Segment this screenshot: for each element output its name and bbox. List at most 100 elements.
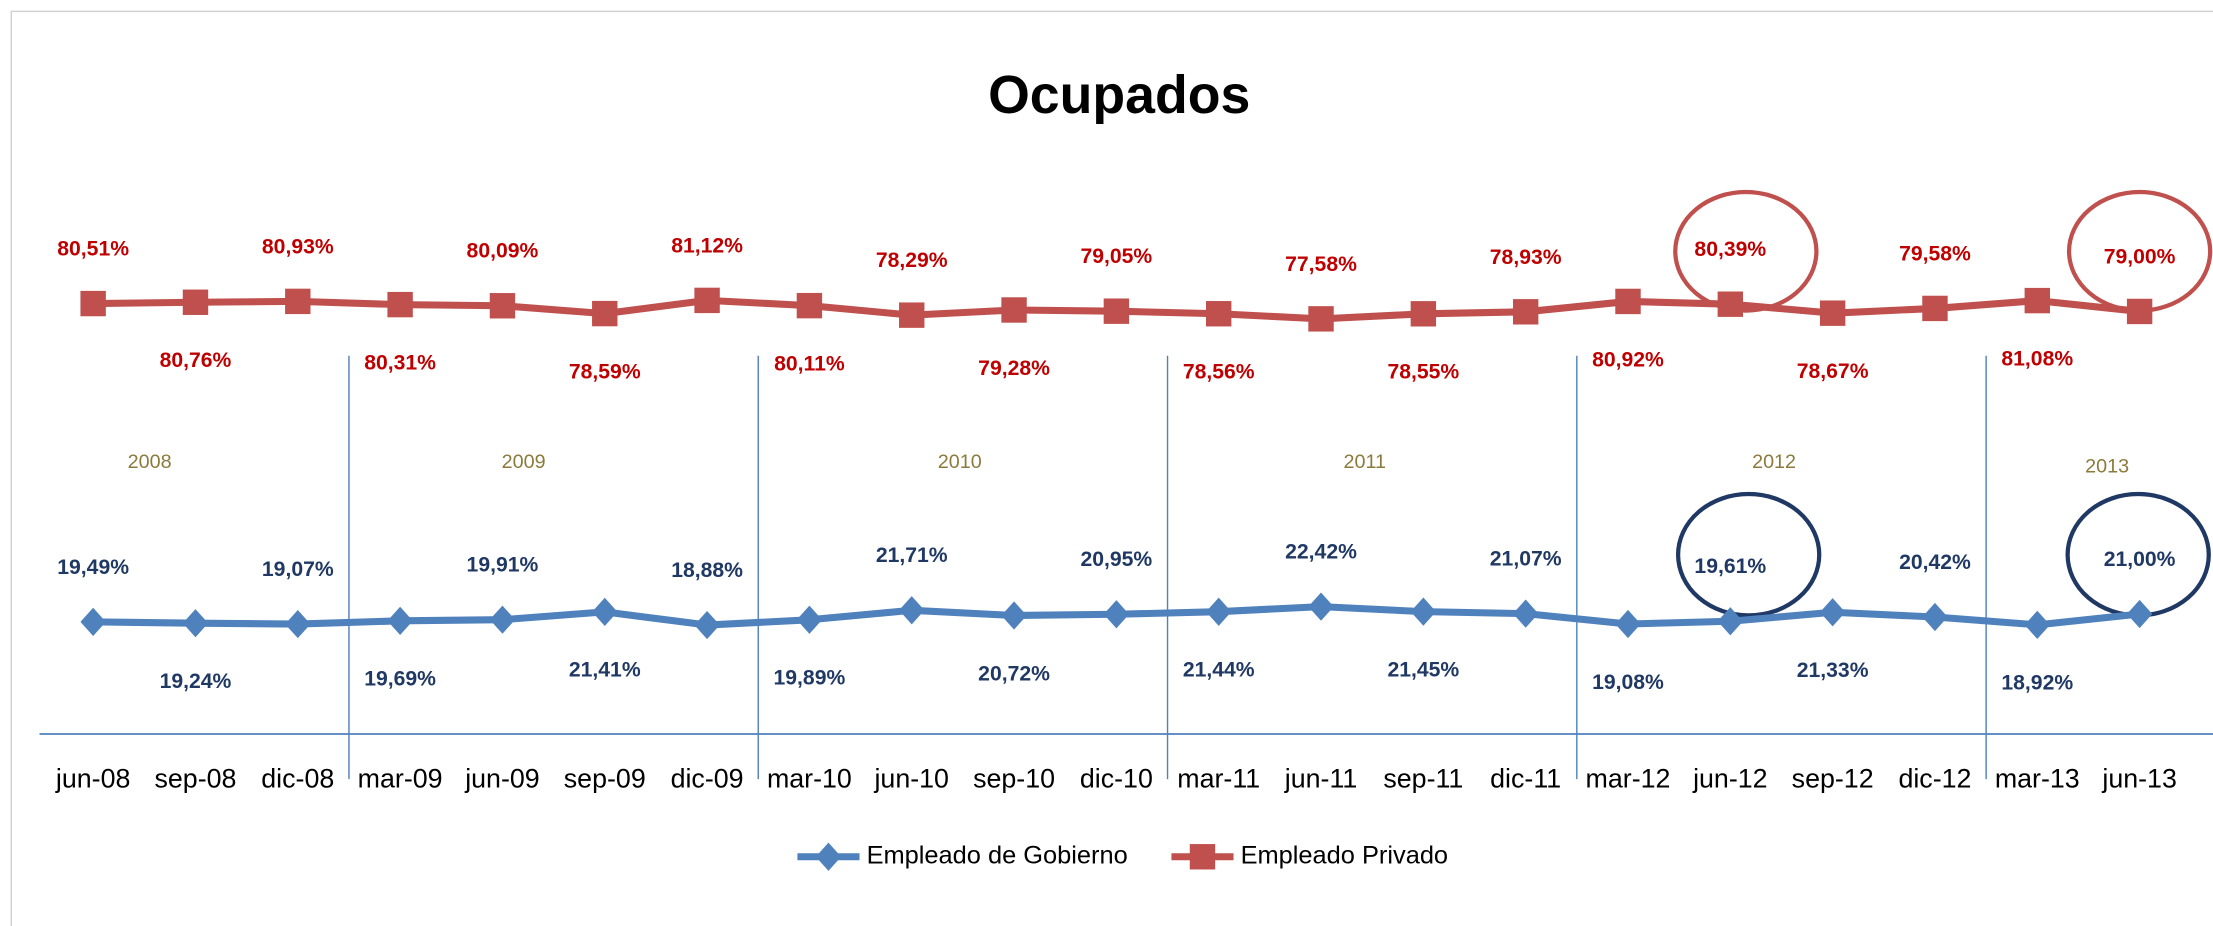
data-label: 80,09% bbox=[467, 240, 539, 263]
x-tick-label: dic-08 bbox=[261, 764, 334, 794]
data-label: 22,42% bbox=[1285, 541, 1357, 564]
data-label: 19,07% bbox=[262, 558, 334, 581]
data-label: 78,56% bbox=[1183, 361, 1255, 384]
data-label: 80,93% bbox=[262, 235, 334, 258]
data-label: 81,08% bbox=[2001, 347, 2073, 370]
data-label: 19,08% bbox=[1592, 671, 1664, 694]
x-tick-label: sep-10 bbox=[973, 764, 1055, 794]
point bbox=[1410, 301, 1437, 327]
x-tick-label: dic-09 bbox=[671, 764, 744, 794]
point bbox=[592, 300, 618, 327]
data-label: 19,49% bbox=[57, 556, 129, 579]
data-label: 21,07% bbox=[1490, 548, 1562, 571]
data-label: 20,95% bbox=[1080, 548, 1152, 571]
x-tick-label: sep-08 bbox=[155, 764, 237, 794]
point bbox=[796, 292, 823, 319]
data-label: 19,24% bbox=[160, 670, 232, 693]
data-label: 20,72% bbox=[978, 662, 1050, 685]
point bbox=[1001, 297, 1027, 323]
x-tick-label: dic-12 bbox=[1898, 764, 1971, 794]
point bbox=[899, 302, 925, 328]
year-label: 2013 bbox=[2085, 455, 2129, 477]
legend-label: Empleado Privado bbox=[1241, 841, 1448, 869]
data-label: 80,11% bbox=[774, 353, 845, 376]
data-label: 79,28% bbox=[978, 357, 1050, 380]
year-label: 2009 bbox=[502, 451, 546, 473]
point bbox=[1308, 592, 1334, 621]
data-label: 78,29% bbox=[876, 249, 948, 272]
x-tick-label: dic-11 bbox=[1490, 764, 1561, 794]
point bbox=[1922, 602, 1948, 632]
point bbox=[694, 287, 720, 314]
data-label: 19,91% bbox=[467, 554, 539, 577]
data-label: 78,55% bbox=[1387, 361, 1459, 384]
x-tick-label: jun-08 bbox=[55, 764, 131, 794]
data-label: 80,51% bbox=[57, 238, 129, 261]
point bbox=[592, 597, 618, 626]
point bbox=[285, 288, 311, 315]
data-label: 21,45% bbox=[1387, 659, 1459, 682]
data-label: 80,92% bbox=[1592, 348, 1664, 371]
data-label: 80,39% bbox=[1694, 238, 1766, 261]
year-label: 2012 bbox=[1752, 451, 1796, 473]
data-label: 18,92% bbox=[2001, 672, 2073, 695]
x-tick-label: mar-10 bbox=[767, 764, 852, 794]
point bbox=[796, 605, 823, 634]
point bbox=[182, 609, 209, 638]
x-tick-label: jun-11 bbox=[1284, 764, 1358, 794]
data-label: 19,69% bbox=[364, 668, 436, 691]
point bbox=[2024, 610, 2050, 639]
point bbox=[387, 291, 413, 318]
point bbox=[899, 596, 925, 625]
legend-marker bbox=[1189, 844, 1216, 870]
point bbox=[1206, 301, 1232, 327]
point bbox=[1922, 295, 1948, 322]
point bbox=[694, 610, 720, 640]
point bbox=[1103, 298, 1130, 324]
legend-marker bbox=[815, 842, 842, 871]
year-label: 2008 bbox=[128, 451, 172, 473]
year-label: 2010 bbox=[938, 451, 982, 473]
data-label: 78,67% bbox=[1797, 360, 1869, 383]
data-label: 79,00% bbox=[2104, 245, 2176, 268]
data-label: 21,71% bbox=[876, 544, 948, 567]
x-tick-label: jun-10 bbox=[873, 764, 949, 794]
point bbox=[387, 606, 413, 635]
data-label: 20,42% bbox=[1899, 551, 1971, 574]
year-label: 2011 bbox=[1344, 451, 1386, 473]
chart-title: Ocupados bbox=[988, 65, 1250, 125]
data-label: 81,12% bbox=[671, 234, 743, 257]
legend-label: Empleado de Gobierno bbox=[867, 841, 1128, 869]
data-label: 18,88% bbox=[671, 559, 743, 582]
data-label: 21,33% bbox=[1797, 659, 1869, 682]
x-tick-label: jun-12 bbox=[1692, 764, 1767, 794]
point bbox=[1410, 597, 1437, 626]
data-label: 78,59% bbox=[569, 360, 641, 383]
data-label: 21,44% bbox=[1183, 659, 1255, 682]
point bbox=[1615, 288, 1641, 315]
data-label: 19,61% bbox=[1694, 555, 1766, 578]
x-tick-label: dic-10 bbox=[1080, 764, 1153, 794]
data-label: 79,58% bbox=[1899, 242, 1971, 265]
point bbox=[1819, 300, 1846, 326]
point bbox=[489, 293, 516, 319]
x-tick-label: jun-09 bbox=[464, 764, 540, 794]
data-label: 78,93% bbox=[1490, 246, 1562, 269]
data-label: 21,00% bbox=[2104, 548, 2176, 571]
point bbox=[182, 289, 209, 315]
data-label: 80,76% bbox=[160, 349, 232, 372]
point bbox=[80, 290, 106, 317]
point bbox=[2024, 287, 2050, 314]
point bbox=[1206, 597, 1232, 626]
point bbox=[1308, 306, 1334, 332]
point bbox=[1717, 291, 1744, 317]
x-tick-label: jun-13 bbox=[2101, 764, 2177, 794]
point bbox=[1615, 609, 1641, 639]
point bbox=[1512, 299, 1539, 325]
x-tick-label: mar-09 bbox=[358, 764, 443, 794]
data-label: 19,89% bbox=[774, 667, 846, 690]
data-label: 79,05% bbox=[1080, 245, 1152, 268]
point bbox=[1819, 598, 1846, 627]
point bbox=[1717, 607, 1744, 636]
